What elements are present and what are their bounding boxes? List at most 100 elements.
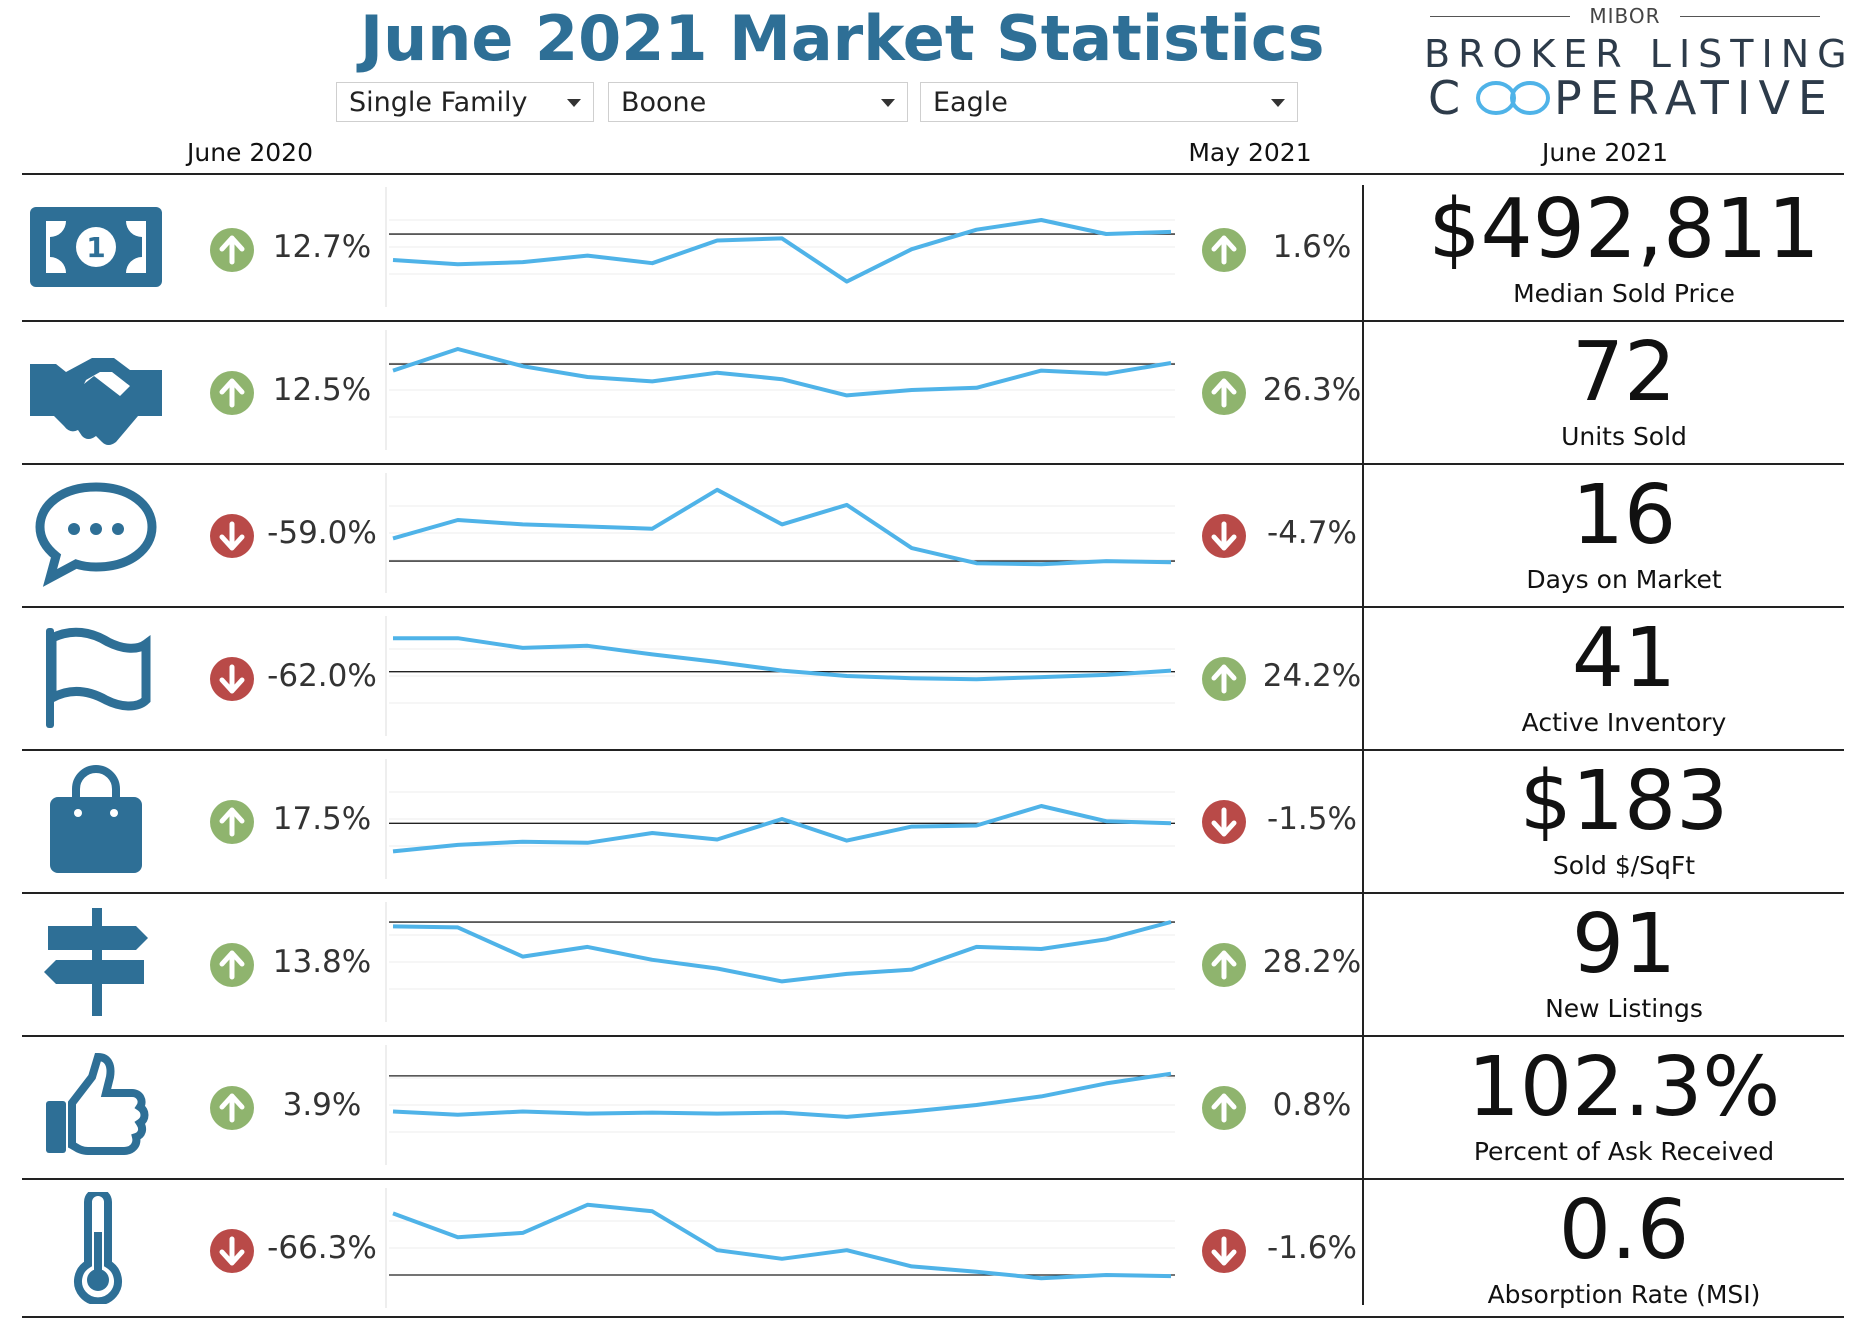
- metric-row: 3.9% 0.8% 102.3% Percent of Ask Received: [22, 1037, 1844, 1180]
- metric-value: 0.6: [1558, 1183, 1690, 1278]
- logo-mibor-text: MIBOR: [1589, 4, 1661, 28]
- row-divider: [22, 892, 1844, 894]
- metric-row: 13.8% 28.2% 91 New Listings: [22, 894, 1844, 1037]
- row-divider: [22, 463, 1844, 465]
- metric-row: 17.5% -1.5% $183 Sold $/SqFt: [22, 751, 1844, 894]
- column-divider: [1362, 185, 1364, 1305]
- metric-label: Absorption Rate (MSI): [1487, 1280, 1761, 1309]
- metric-row: 12.5% 26.3% 72 Units Sold: [22, 322, 1844, 465]
- metric-label: New Listings: [1545, 994, 1703, 1023]
- metric-row: -59.0% -4.7% 16 Days on Market: [22, 465, 1844, 608]
- county-filter[interactable]: Boone: [608, 82, 908, 122]
- arrow-up-icon: [210, 800, 254, 844]
- logo-line1: BROKER LISTING: [1424, 32, 1855, 76]
- metric-value: 91: [1571, 897, 1677, 992]
- mom-change: 24.2%: [1262, 658, 1362, 694]
- township-value: Eagle: [933, 86, 1008, 118]
- sparkline: [385, 330, 1179, 450]
- metric-label: Active Inventory: [1521, 708, 1727, 737]
- chat-bubble-icon: [26, 477, 166, 589]
- yoy-change: 3.9%: [282, 1087, 362, 1123]
- thumbs-up-icon: [26, 1049, 166, 1161]
- chevron-down-icon: [881, 99, 895, 107]
- row-divider: [22, 606, 1844, 608]
- township-filter[interactable]: Eagle: [920, 82, 1298, 122]
- metric-label: Units Sold: [1561, 422, 1687, 451]
- property-type-value: Single Family: [349, 86, 528, 118]
- logo-divider: [1680, 16, 1820, 17]
- metric-row: -66.3% -1.6% 0.6 Absorption Rate (MSI): [22, 1180, 1844, 1323]
- yoy-change: 13.8%: [272, 944, 372, 980]
- mom-change: -4.7%: [1267, 515, 1357, 551]
- sparkline: [385, 616, 1179, 736]
- column-header-june-2021: June 2021: [1541, 138, 1668, 167]
- arrow-up-icon: [1202, 943, 1246, 987]
- row-divider: [22, 1035, 1844, 1037]
- metric-value: $492,811: [1428, 182, 1820, 277]
- shopping-bag-icon: [26, 763, 166, 875]
- footer-divider: [22, 1316, 1844, 1318]
- handshake-icon: [26, 334, 166, 446]
- yoy-change: -62.0%: [267, 658, 377, 694]
- yoy-change: 12.7%: [272, 229, 372, 265]
- mom-change: 0.8%: [1272, 1087, 1352, 1123]
- chevron-down-icon: [1271, 99, 1285, 107]
- logo-line2: C PERATIVE: [1424, 71, 1828, 125]
- header-divider: [22, 173, 1844, 175]
- signpost-icon: [26, 906, 166, 1018]
- arrow-down-icon: [210, 1229, 254, 1273]
- arrow-down-icon: [210, 657, 254, 701]
- mom-change: 1.6%: [1272, 229, 1352, 265]
- metric-row: 1 12.7% 1.6% $492,811 Median Sold Price: [22, 179, 1844, 322]
- yoy-change: -66.3%: [267, 1230, 377, 1266]
- sparkline: [385, 1045, 1179, 1165]
- logo-mibor: MIBOR: [1430, 4, 1820, 28]
- arrow-up-icon: [210, 228, 254, 272]
- metric-value: $183: [1519, 754, 1729, 849]
- arrow-up-icon: [1202, 228, 1246, 272]
- mom-change: -1.6%: [1267, 1230, 1357, 1266]
- arrow-up-icon: [1202, 371, 1246, 415]
- yoy-change: -59.0%: [267, 515, 377, 551]
- flag-icon: [26, 620, 166, 732]
- row-divider: [22, 1178, 1844, 1180]
- dollar-bill-icon: 1: [26, 191, 166, 303]
- svg-text:PERATIVE: PERATIVE: [1554, 72, 1828, 122]
- sparkline: [385, 1188, 1179, 1308]
- sparkline: [385, 473, 1179, 593]
- arrow-up-icon: [1202, 657, 1246, 701]
- arrow-down-icon: [210, 514, 254, 558]
- sparkline: [385, 902, 1179, 1022]
- arrow-up-icon: [1202, 1086, 1246, 1130]
- logo-divider: [1430, 16, 1570, 17]
- svg-text:C: C: [1428, 72, 1468, 122]
- property-type-filter[interactable]: Single Family: [336, 82, 594, 122]
- mom-change: -1.5%: [1267, 801, 1357, 837]
- page-title: June 2021 Market Statistics: [360, 2, 1325, 75]
- metric-value: 16: [1571, 468, 1677, 563]
- thermometer-icon: [26, 1188, 166, 1306]
- svg-text:1: 1: [86, 231, 105, 264]
- yoy-change: 17.5%: [272, 801, 372, 837]
- metric-label: Percent of Ask Received: [1473, 1137, 1775, 1166]
- yoy-change: 12.5%: [272, 372, 372, 408]
- metric-label: Days on Market: [1526, 565, 1722, 594]
- arrow-up-icon: [210, 1086, 254, 1130]
- metric-row: -62.0% 24.2% 41 Active Inventory: [22, 608, 1844, 751]
- mom-change: 26.3%: [1262, 372, 1362, 408]
- sparkline: [385, 759, 1179, 879]
- arrow-up-icon: [210, 371, 254, 415]
- logo-infinity-icon: C PERATIVE: [1428, 71, 1828, 125]
- arrow-down-icon: [1202, 800, 1246, 844]
- arrow-down-icon: [1202, 1229, 1246, 1273]
- metric-value: 41: [1571, 611, 1677, 706]
- chevron-down-icon: [567, 99, 581, 107]
- metric-label: Sold $/SqFt: [1552, 851, 1696, 880]
- sparkline: [385, 187, 1179, 307]
- column-header-june-2020: June 2020: [186, 138, 313, 167]
- mom-change: 28.2%: [1262, 944, 1362, 980]
- arrow-up-icon: [210, 943, 254, 987]
- county-value: Boone: [621, 86, 707, 118]
- metric-value: 102.3%: [1467, 1040, 1781, 1135]
- metric-label: Median Sold Price: [1513, 279, 1735, 308]
